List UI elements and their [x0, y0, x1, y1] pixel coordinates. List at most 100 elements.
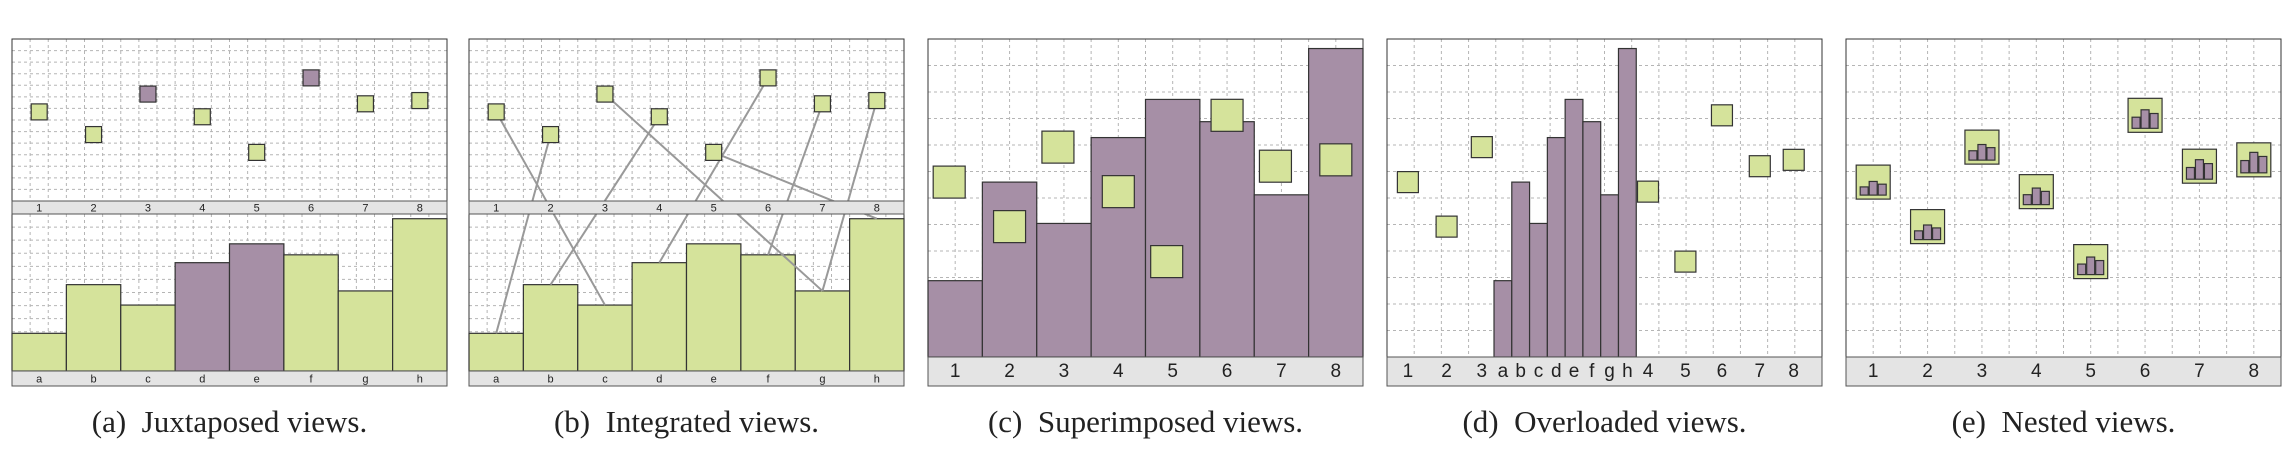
bar — [174, 262, 231, 372]
glyph — [1150, 245, 1184, 279]
glyph — [1396, 171, 1419, 194]
label-strip — [468, 370, 905, 387]
mini-bar — [1931, 227, 1942, 241]
mini-bar — [1922, 224, 1933, 241]
tick-label: a — [36, 373, 43, 385]
bar — [1582, 121, 1602, 358]
bar — [1564, 98, 1584, 358]
bar — [522, 284, 579, 372]
bar — [1600, 194, 1620, 358]
tick-label: f — [767, 373, 771, 385]
glyph — [1710, 104, 1734, 127]
link — [767, 103, 824, 256]
glyph — [705, 143, 723, 161]
tick-label: 7 — [819, 202, 825, 214]
bar — [740, 254, 796, 372]
bar — [849, 218, 905, 372]
tick-label: h — [874, 373, 880, 385]
tick-label: a — [493, 373, 500, 385]
glyph — [1674, 250, 1697, 273]
tick-label: c — [602, 373, 608, 385]
bar — [577, 304, 633, 372]
label-strip — [1386, 356, 1823, 387]
glyph — [992, 210, 1027, 244]
tick-label: b — [91, 373, 97, 385]
tick-label: 7 — [362, 202, 368, 214]
tick-label: g — [819, 373, 825, 385]
glyph — [139, 85, 157, 103]
glyph — [1041, 130, 1075, 164]
tick-label: 7 — [2194, 361, 2205, 382]
bar — [981, 181, 1038, 358]
mini-bar — [1977, 143, 1987, 161]
tick-label: f — [310, 373, 314, 385]
link — [495, 134, 552, 334]
tick-label: 4 — [1643, 361, 1654, 382]
glyph — [248, 143, 266, 161]
tick-label: h — [417, 373, 423, 385]
glyph — [596, 85, 614, 103]
caption: (b) Integrated views. — [554, 404, 819, 439]
glyph — [1470, 136, 1493, 159]
mini-bar — [2131, 116, 2141, 129]
glyph — [1210, 98, 1244, 132]
glyph — [868, 91, 886, 110]
tick-label: b — [548, 373, 554, 385]
bar — [1528, 222, 1548, 358]
tick-label: 5 — [711, 202, 717, 214]
label-strip — [468, 200, 905, 215]
link — [604, 93, 824, 292]
tick-label: 7 — [1755, 361, 1766, 382]
tick-label: 2 — [1004, 361, 1015, 382]
tick-label: 6 — [308, 202, 314, 214]
tick-label: 2 — [548, 202, 554, 214]
tick-label: h — [1622, 361, 1633, 382]
mini-bar — [2077, 263, 2087, 276]
bar — [1617, 47, 1637, 358]
bar — [1090, 136, 1147, 358]
tick-label: 4 — [2031, 361, 2042, 382]
tick-label: 1 — [493, 202, 499, 214]
tick-label: 4 — [199, 202, 205, 214]
mini-bar — [1968, 150, 1978, 161]
tick-label: 5 — [254, 202, 260, 214]
bar — [685, 243, 742, 372]
tick-label: 1 — [1868, 361, 1879, 382]
tick-label: 6 — [765, 202, 771, 214]
tick-label: e — [254, 373, 260, 385]
glyph — [487, 103, 505, 121]
tick-label: 2 — [91, 202, 97, 214]
glyph — [84, 125, 103, 144]
glyph — [1435, 215, 1458, 238]
tick-label: 4 — [1113, 361, 1124, 382]
mini-bar — [2040, 190, 2050, 206]
label-strip — [927, 356, 1364, 387]
mini-bar — [2149, 112, 2159, 129]
tick-label: 5 — [2085, 361, 2096, 382]
tick-label: c — [1534, 361, 1544, 382]
bar — [1144, 98, 1201, 358]
label-strip — [1845, 356, 2282, 387]
bar — [468, 332, 524, 372]
mini-bar — [2203, 163, 2214, 180]
tick-label: 8 — [1331, 361, 1342, 382]
caption: (d) Overloaded views. — [1462, 404, 1746, 439]
bar — [11, 332, 67, 372]
bar — [1253, 194, 1310, 358]
tick-label: 3 — [602, 202, 608, 214]
tick-label: 4 — [656, 202, 662, 214]
bar — [927, 280, 983, 358]
glyph — [411, 91, 429, 110]
bar — [1493, 280, 1513, 358]
mini-bar — [1868, 180, 1878, 196]
tick-label: c — [145, 373, 151, 385]
glyph — [813, 95, 832, 113]
mini-bar — [2258, 155, 2268, 174]
glyph — [1748, 155, 1771, 178]
bar — [65, 284, 122, 372]
glyph — [1636, 180, 1660, 203]
caption: (c) Superimposed views. — [988, 404, 1303, 439]
mini-bar — [1877, 183, 1887, 196]
bar — [392, 218, 448, 372]
